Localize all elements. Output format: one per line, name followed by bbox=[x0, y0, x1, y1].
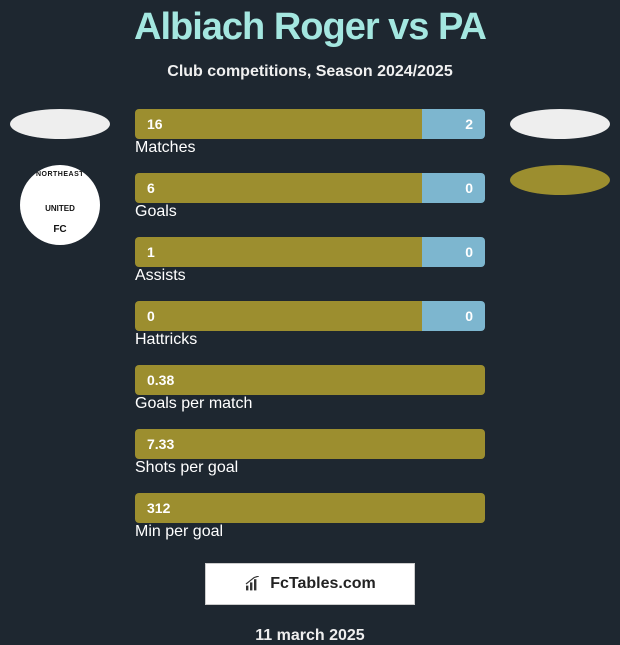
stat-row: 312 Min per goal bbox=[135, 493, 485, 541]
stat-label: Shots per goal bbox=[135, 459, 485, 477]
stat-bar: 00 bbox=[135, 301, 485, 331]
stat-label: Min per goal bbox=[135, 523, 485, 541]
stat-left-segment: 312 bbox=[135, 493, 485, 523]
footer-brand-text: FcTables.com bbox=[270, 575, 376, 593]
club-name-bot: FC bbox=[53, 224, 66, 235]
stat-left-value: 7.33 bbox=[135, 436, 174, 452]
stat-left-value: 16 bbox=[135, 116, 163, 132]
left-player-column: NORTHEAST UNITED FC bbox=[10, 109, 110, 245]
right-player-avatar bbox=[510, 109, 610, 139]
stat-right-value: 2 bbox=[465, 116, 485, 132]
stat-left-segment: 0.38 bbox=[135, 365, 485, 395]
stat-label: Matches bbox=[135, 139, 485, 157]
stat-left-segment: 7.33 bbox=[135, 429, 485, 459]
club-name-top: NORTHEAST bbox=[36, 171, 84, 178]
club-name-mid: UNITED bbox=[45, 204, 75, 213]
footer-brand-box[interactable]: FcTables.com bbox=[205, 563, 415, 605]
stat-right-segment: 2 bbox=[422, 109, 485, 139]
stat-left-value: 0 bbox=[135, 308, 155, 324]
page-title: Albiach Roger vs PA bbox=[0, 0, 620, 49]
stat-right-value: 0 bbox=[465, 244, 485, 260]
stat-left-value: 6 bbox=[135, 180, 155, 196]
stat-right-value: 0 bbox=[465, 308, 485, 324]
stat-bar: 10 bbox=[135, 237, 485, 267]
stat-left-segment: 1 bbox=[135, 237, 422, 267]
stat-row: 60Goals bbox=[135, 173, 485, 221]
stat-label: Assists bbox=[135, 267, 485, 285]
stat-bar: 7.33 bbox=[135, 429, 485, 459]
stat-label: Goals bbox=[135, 203, 485, 221]
stat-left-value: 0.38 bbox=[135, 372, 174, 388]
stat-right-segment: 0 bbox=[422, 173, 485, 203]
stat-left-segment: 0 bbox=[135, 301, 422, 331]
stat-label: Goals per match bbox=[135, 395, 485, 413]
stat-left-value: 1 bbox=[135, 244, 155, 260]
stat-row: 00Hattricks bbox=[135, 301, 485, 349]
stat-bar: 16 2 bbox=[135, 109, 485, 139]
right-club-oval bbox=[510, 165, 610, 195]
date-text: 11 march 2025 bbox=[0, 627, 620, 645]
stat-row: 16 2 Matches bbox=[135, 109, 485, 157]
stat-bar: 0.38 bbox=[135, 365, 485, 395]
right-player-column bbox=[510, 109, 610, 195]
stat-right-segment: 0 bbox=[422, 237, 485, 267]
stat-label: Hattricks bbox=[135, 331, 485, 349]
stat-row: 10Assists bbox=[135, 237, 485, 285]
stat-bar: 312 bbox=[135, 493, 485, 523]
stat-right-segment: 0 bbox=[422, 301, 485, 331]
left-player-avatar bbox=[10, 109, 110, 139]
chart-icon bbox=[244, 576, 264, 592]
stat-row: 0.38 Goals per match bbox=[135, 365, 485, 413]
comparison-content: NORTHEAST UNITED FC 162Matches60Goals10A… bbox=[0, 109, 620, 541]
stat-right-value: 0 bbox=[465, 180, 485, 196]
subtitle: Club competitions, Season 2024/2025 bbox=[0, 63, 620, 81]
stat-bar: 60 bbox=[135, 173, 485, 203]
left-club-badge: NORTHEAST UNITED FC bbox=[20, 165, 100, 245]
stat-left-value: 312 bbox=[135, 500, 170, 516]
stat-row: 7.33 Shots per goal bbox=[135, 429, 485, 477]
stat-left-segment: 6 bbox=[135, 173, 422, 203]
stat-left-segment: 16 bbox=[135, 109, 422, 139]
stat-bars: 162Matches60Goals10Assists00Hattricks0.3… bbox=[135, 109, 485, 541]
